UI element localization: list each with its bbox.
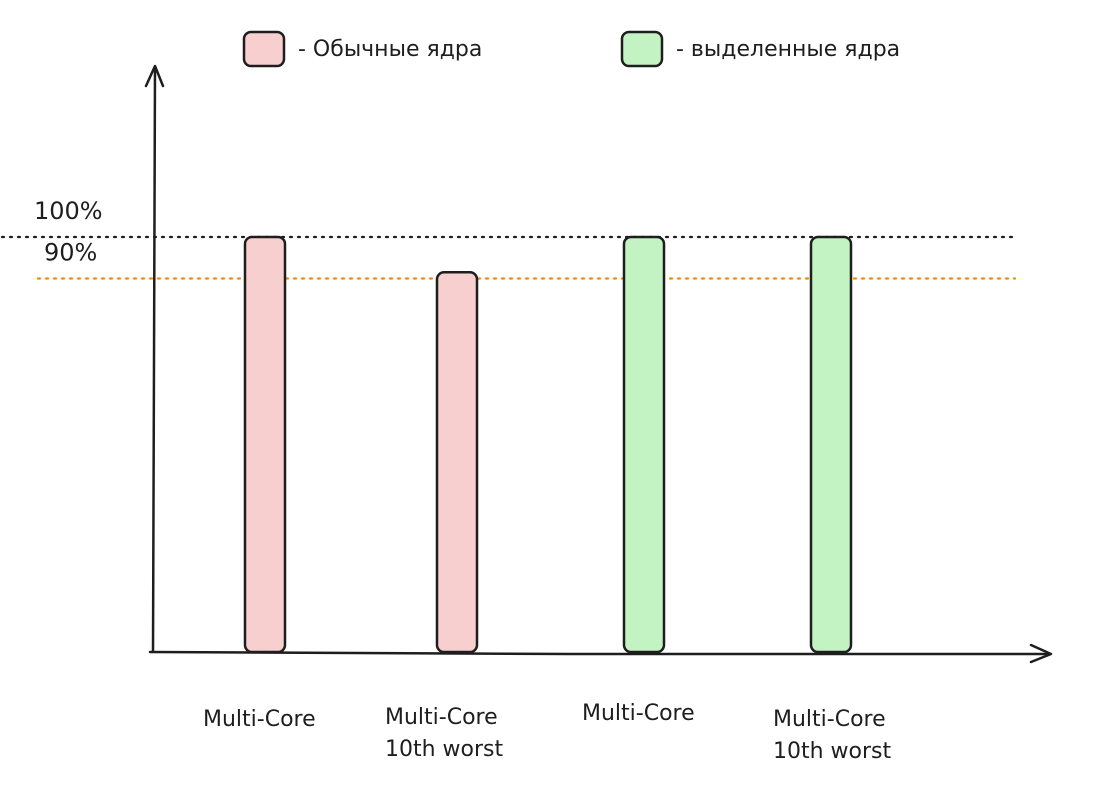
reference-label-100: 100% [34, 197, 103, 225]
bar-regular-1 [243, 235, 287, 654]
legend-label-dedicated: - выделенные ядра [676, 37, 900, 62]
x-tick-labels: Multi-Core Multi-Core 10th worst Multi-Core… [203, 701, 892, 764]
bars [243, 235, 853, 654]
legend-swatch-dedicated [620, 30, 664, 68]
x-axis-arrow-icon [1029, 643, 1053, 664]
y-axis-arrow-icon [144, 64, 165, 88]
x-tick-label: Multi-Core [203, 707, 316, 732]
bar-dedicated-3 [622, 235, 666, 654]
x-tick-label: Multi-Core [582, 701, 695, 726]
legend-swatch-regular [242, 30, 286, 68]
x-tick-label: Multi-Core 10th worst [773, 707, 892, 764]
reference-label-90: 90% [44, 239, 97, 267]
y-axis [151, 66, 157, 654]
x-tick-label: Multi-Core 10th worst [385, 705, 504, 762]
legend-label-regular: - Обычные ядра [298, 37, 482, 62]
bar-dedicated-4 [809, 235, 853, 654]
legend: - Обычные ядра - выделенные ядра [242, 30, 900, 68]
bar-regular-2 [435, 271, 479, 654]
reference-lines: 100% 90% [0, 197, 1017, 280]
x-axis [148, 650, 1052, 656]
